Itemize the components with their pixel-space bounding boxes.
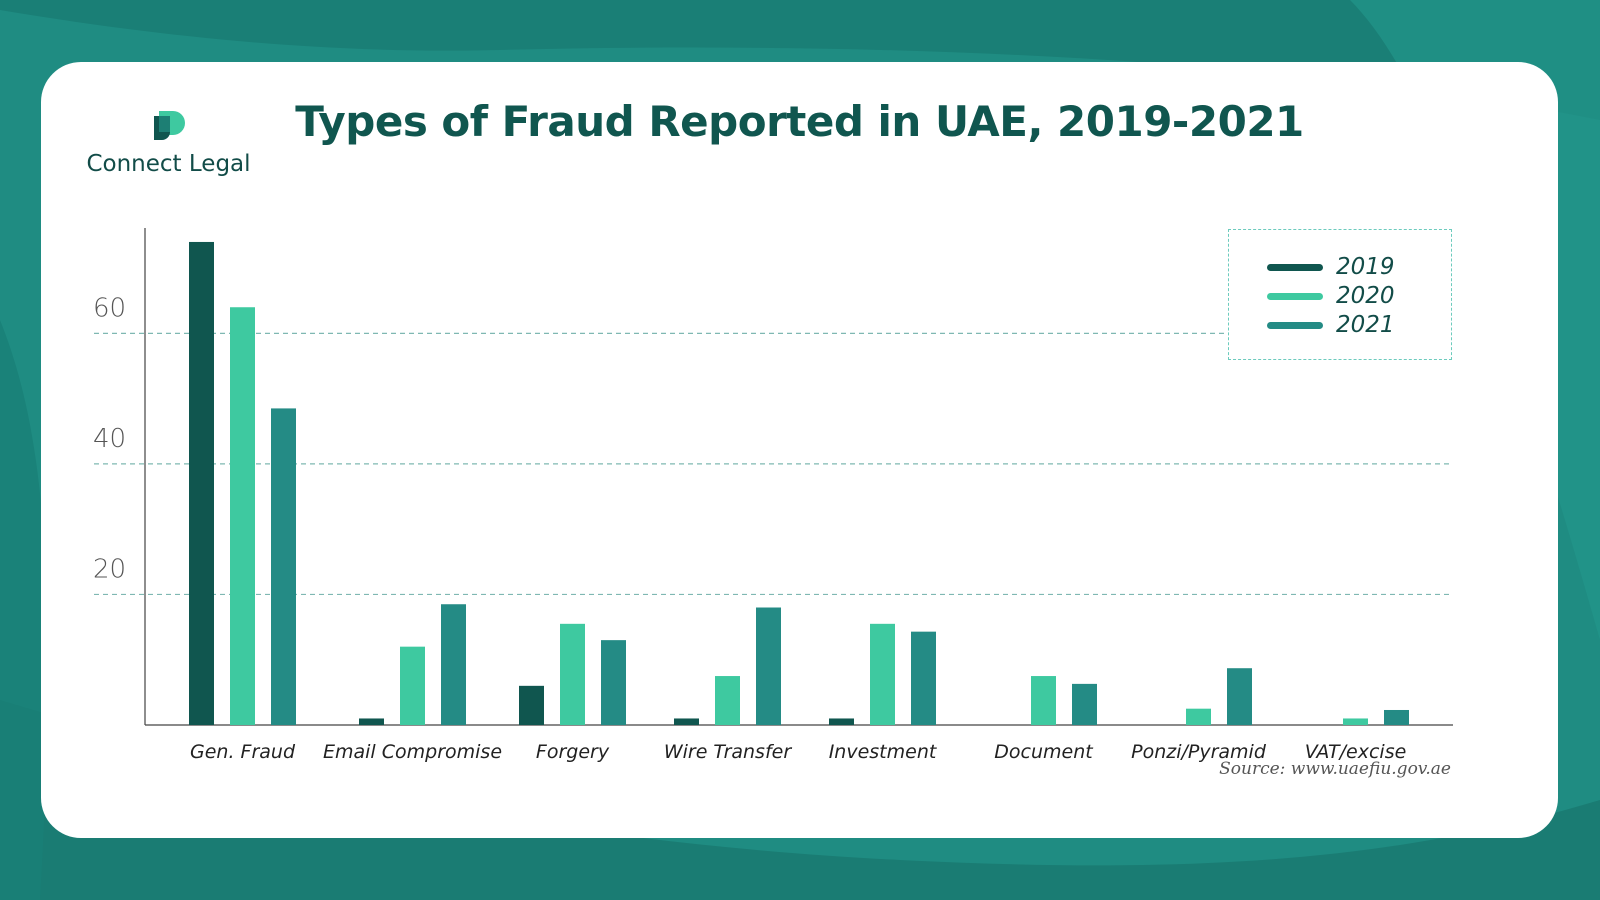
bar-2020 (870, 623, 895, 725)
legend-label-2021: 2021 (1336, 312, 1395, 338)
brand: Connect Legal (81, 107, 256, 177)
bar-2020 (560, 623, 585, 725)
x-tick-label: Investment (829, 741, 938, 763)
bar-2021 (441, 604, 466, 725)
bar-2020 (1343, 718, 1368, 725)
bar-2021 (1072, 683, 1097, 725)
bar-2020 (1186, 708, 1211, 725)
bar-2019 (359, 718, 384, 725)
y-tick-label: 60 (93, 293, 126, 323)
x-tick-label: Forgery (536, 741, 610, 763)
bar-chart: 20 40 60 Gen. Fraud Email Compromise Forgery W… (93, 228, 1453, 763)
x-tick-label: Ponzi/Pyramid (1131, 741, 1267, 763)
y-tick-label: 40 (93, 424, 126, 454)
bar-2021 (271, 408, 296, 725)
y-tick-label: 20 (93, 554, 126, 584)
x-tick-label: VAT/excise (1305, 741, 1407, 763)
source-note: Source: www.uaefiu.gov.ae (1219, 759, 1451, 779)
bar-2021 (911, 631, 936, 725)
bar-2020 (230, 307, 255, 725)
legend-swatch-2021 (1267, 321, 1323, 329)
bar-2021 (1227, 668, 1252, 725)
bar-2019 (519, 685, 544, 725)
legend-label-2019: 2019 (1336, 254, 1395, 280)
brand-name: Connect Legal (86, 151, 251, 177)
bar-2019 (829, 718, 854, 725)
x-tick-label: Wire Transfer (664, 741, 793, 763)
chart-card: Connect Legal Types of Fraud Reported in… (41, 62, 1558, 838)
legend-swatch-2019 (1267, 263, 1323, 271)
chart-title: Types of Fraud Reported in UAE, 2019-202… (295, 97, 1304, 146)
connect-legal-logo-icon (153, 111, 185, 140)
legend-item-2021: 2021 (1267, 312, 1395, 338)
x-tick-label: Gen. Fraud (190, 741, 296, 763)
bar-2021 (756, 607, 781, 725)
bar-2020 (400, 646, 425, 725)
bar-2021 (1384, 709, 1409, 725)
legend: 2019 2020 2021 (1228, 229, 1452, 360)
x-tick-label: Document (994, 741, 1094, 763)
legend-item-2020: 2020 (1267, 283, 1395, 309)
x-tick-label: Email Compromise (323, 741, 502, 763)
legend-swatch-2020 (1267, 292, 1323, 300)
bar-2021 (601, 640, 626, 725)
bar-2020 (715, 676, 740, 725)
bar-2019 (674, 718, 699, 725)
bar-2020 (1031, 676, 1056, 725)
legend-item-2019: 2019 (1267, 254, 1395, 280)
bar-2019 (189, 241, 214, 725)
legend-label-2020: 2020 (1336, 283, 1395, 309)
